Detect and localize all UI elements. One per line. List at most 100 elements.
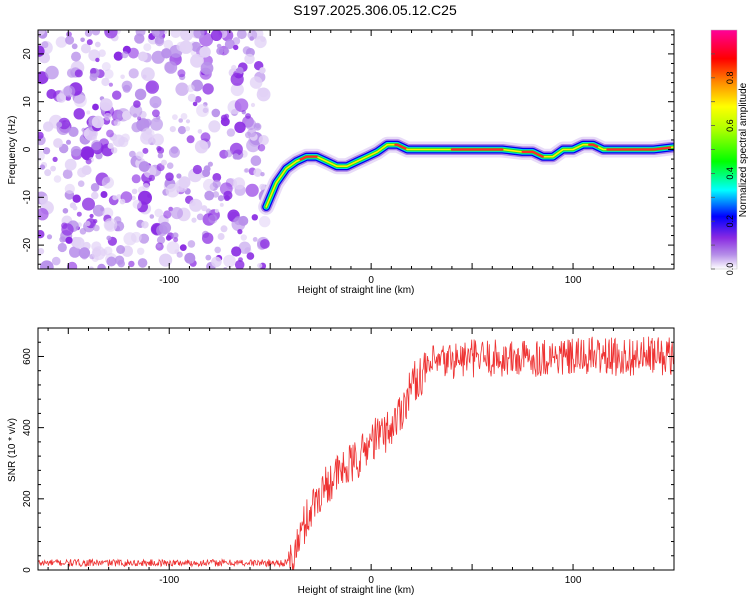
noise-blob [57, 242, 67, 253]
noise-blob [74, 69, 83, 78]
noise-blob [73, 94, 87, 108]
noise-blob [200, 132, 211, 143]
noise-blob [219, 202, 224, 207]
noise-blob [159, 253, 173, 267]
noise-blob [72, 205, 78, 211]
noise-blob [44, 169, 52, 177]
noise-blob [65, 35, 75, 45]
noise-blob [80, 43, 91, 54]
ridge-hot-segment [299, 155, 318, 161]
noise-blob [251, 214, 258, 221]
noise-blob [154, 35, 164, 45]
noise-blob [150, 117, 163, 131]
noise-blob [178, 118, 183, 123]
noise-blob [257, 144, 266, 152]
noise-blob [226, 128, 236, 137]
colorbar-tick-label: 0.4 [725, 167, 735, 180]
noise-blob [212, 179, 221, 188]
noise-blob [252, 237, 258, 242]
noise-blob [77, 180, 85, 187]
noise-blob [141, 67, 155, 81]
noise-blob [46, 234, 53, 240]
noise-blob [112, 134, 125, 147]
noise-blob [38, 248, 45, 255]
noise-blob [145, 80, 159, 94]
noise-blob [135, 151, 144, 160]
noise-blob [142, 147, 149, 154]
noise-blob [154, 208, 163, 218]
noise-blob [259, 215, 271, 228]
colorbar-tick-label: 0.0 [725, 263, 735, 276]
noise-blob [149, 214, 155, 219]
noise-blob [66, 31, 72, 38]
noise-blob [137, 258, 148, 268]
snr-ytick-label: 400 [22, 419, 33, 436]
noise-blob [253, 122, 262, 131]
snr-ytick-label: 0 [22, 567, 33, 573]
noise-blob [170, 207, 183, 220]
noise-blob [134, 88, 147, 101]
ridge-hot-segment [606, 146, 672, 151]
snr-chart: -100 0 100 0 200 400 600 Height of straight li… [7, 327, 675, 596]
noise-blob [158, 221, 172, 234]
colorbar-tick-label: 0.8 [725, 72, 735, 85]
noise-blob [99, 98, 113, 112]
noise-blob [121, 51, 129, 59]
noise-blob [131, 174, 141, 184]
noise-blob [229, 142, 243, 156]
noise-blob [193, 30, 205, 39]
noise-blob [59, 236, 66, 243]
noise-blob [39, 260, 54, 269]
snr-ytick-label: 600 [22, 348, 33, 365]
spec-ytick-label: 0 [22, 146, 33, 152]
noise-blob [61, 223, 74, 236]
noise-blob [56, 93, 67, 103]
noise-blob [216, 43, 222, 49]
noise-blob [101, 265, 107, 269]
chart-title: S197.2025.306.05.12.C25 [293, 2, 457, 18]
noise-blob [191, 217, 197, 223]
noise-blob [90, 183, 100, 192]
noise-blob [204, 190, 215, 201]
noise-blob [169, 126, 176, 133]
noise-blob [38, 230, 45, 239]
noise-blob [156, 243, 162, 248]
noise-blob [197, 129, 203, 134]
noise-blob [131, 195, 136, 201]
noise-blob [113, 51, 123, 61]
noise-blob [236, 30, 247, 40]
noise-blob [112, 90, 122, 100]
noise-blob [220, 225, 228, 233]
snr-xtick-label: -100 [159, 575, 179, 586]
noise-blob [173, 237, 179, 243]
noise-blob [52, 156, 58, 162]
noise-blob [157, 153, 164, 159]
noise-blob [64, 183, 75, 194]
noise-blob [249, 76, 263, 89]
noise-blob [119, 198, 126, 205]
noise-blob [86, 39, 93, 46]
noise-blob [175, 82, 189, 96]
noise-blob [180, 30, 194, 42]
noise-blob [189, 198, 203, 212]
noise-blob [219, 182, 233, 196]
noise-blob [55, 36, 68, 48]
noise-blob [259, 67, 266, 74]
noise-blob [238, 241, 251, 254]
noise-blob [216, 47, 224, 55]
noise-blob [201, 205, 208, 212]
noise-blob [112, 195, 118, 201]
noise-blob [177, 69, 186, 78]
noise-blob [187, 93, 196, 102]
noise-blob [103, 112, 112, 121]
ridge-hot-segment [521, 150, 544, 158]
noise-blob [179, 244, 187, 252]
ridge-hot-segment [394, 143, 407, 150]
noise-blob [147, 193, 152, 198]
noise-blob [156, 236, 166, 245]
noise-blob [89, 73, 98, 82]
snr-ylabel: SNR (10 * v/v) [7, 418, 18, 482]
noise-blob [143, 43, 152, 52]
noise-blob [106, 256, 117, 267]
